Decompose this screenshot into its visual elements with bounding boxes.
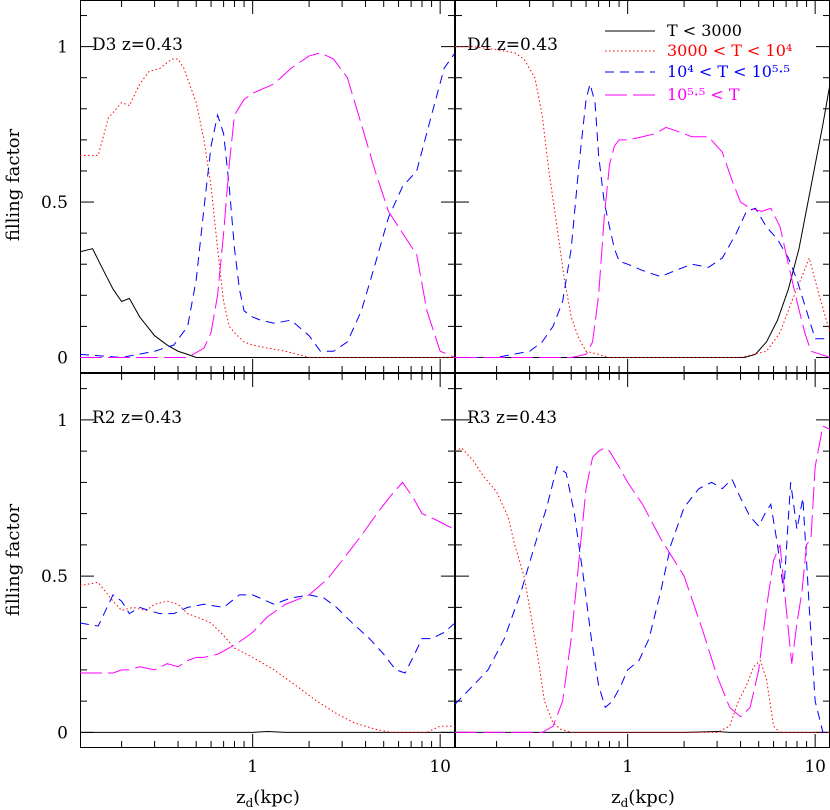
x-axis-title-right: zd(kpc) bbox=[611, 787, 675, 810]
panel-frame-r2 bbox=[80, 373, 455, 748]
panel-title-r2: R2 z=0.43 bbox=[92, 408, 182, 428]
panel-series-r3 bbox=[455, 425, 830, 733]
panel-series-d3 bbox=[80, 52, 455, 358]
x-axis-titles: zd(kpc) zd(kpc) bbox=[236, 787, 675, 810]
series-line-cool-r2 bbox=[80, 581, 455, 733]
y-axis-title-bottom: filling factor bbox=[3, 503, 24, 616]
y-tick-label: 0.5 bbox=[41, 193, 68, 213]
panel-r2: 0 0.5 1 1 10 R2 z=0.43 bbox=[41, 373, 455, 777]
panel-title-d3: D3 z=0.43 bbox=[92, 35, 183, 55]
panel-series-d4 bbox=[455, 46, 830, 358]
series-line-cold-r3 bbox=[455, 730, 830, 733]
y-tick-label: 0.5 bbox=[41, 567, 68, 587]
x-axis-title-right-main: z bbox=[611, 787, 620, 808]
x-tick-label: 10 bbox=[429, 757, 451, 777]
y-axis-title-top: filling factor bbox=[3, 128, 24, 241]
panel-title-r3: R3 z=0.43 bbox=[467, 408, 557, 428]
x-axis-title-left-unit: (kpc) bbox=[253, 787, 300, 808]
panel-series-r2 bbox=[80, 481, 455, 733]
x-tick-label: 1 bbox=[247, 757, 258, 777]
legend-label-cold: T < 3000 bbox=[667, 21, 742, 40]
legend-label-warm: 10⁴ < T < 10⁵·⁵ bbox=[667, 62, 790, 81]
panels: 0 0.5 1 D3 z=0.43 D4 z=0.43 0 0.5 1 1 10 R2 z=0.43… bbox=[41, 0, 830, 777]
legend: T < 3000 3000 < T < 10⁴ 10⁴ < T < 10⁵·⁵ … bbox=[605, 21, 792, 104]
x-tick-label: 1 bbox=[622, 757, 633, 777]
series-line-warm-d4 bbox=[455, 81, 830, 358]
series-line-cool-d4 bbox=[455, 46, 830, 358]
series-line-hot-r2 bbox=[80, 481, 455, 674]
series-line-hot-d4 bbox=[455, 126, 830, 358]
x-axis-title-left-sub: d bbox=[246, 796, 254, 810]
y-axis-titles: filling factor filling factor bbox=[3, 128, 24, 616]
panel-d3: 0 0.5 1 D3 z=0.43 bbox=[41, 0, 455, 373]
x-tick-label: 10 bbox=[804, 757, 826, 777]
y-tick-label: 0 bbox=[57, 723, 68, 743]
series-line-cold-d4 bbox=[455, 83, 830, 358]
legend-label-hot: 10⁵·⁵ < T bbox=[667, 85, 740, 104]
series-line-cool-d3 bbox=[80, 58, 455, 358]
x-axis-title-right-unit: (kpc) bbox=[628, 787, 675, 808]
panel-title-d4: D4 z=0.43 bbox=[467, 35, 558, 55]
series-line-warm-r2 bbox=[80, 594, 455, 674]
y-tick-label: 0 bbox=[57, 348, 68, 368]
x-axis-title-left: zd(kpc) bbox=[236, 787, 300, 810]
series-line-cool-r3 bbox=[455, 447, 830, 733]
panel-r3: 1 10 R3 z=0.43 bbox=[455, 373, 830, 777]
panel-frame-d3 bbox=[80, 0, 455, 373]
panel-d4: D4 z=0.43 bbox=[455, 0, 830, 373]
series-line-warm-r3 bbox=[455, 465, 830, 733]
series-line-hot-d3 bbox=[80, 52, 455, 358]
y-tick-label: 1 bbox=[57, 411, 68, 431]
legend-label-cool: 3000 < T < 10⁴ bbox=[667, 41, 792, 60]
series-line-warm-d3 bbox=[80, 52, 455, 358]
series-line-cold-d3 bbox=[80, 248, 455, 358]
series-line-hot-r3 bbox=[455, 425, 830, 733]
series-line-cold-r2 bbox=[80, 730, 455, 733]
x-axis-title-left-main: z bbox=[236, 787, 245, 808]
y-tick-label: 1 bbox=[57, 38, 68, 58]
x-axis-title-right-sub: d bbox=[621, 796, 629, 810]
